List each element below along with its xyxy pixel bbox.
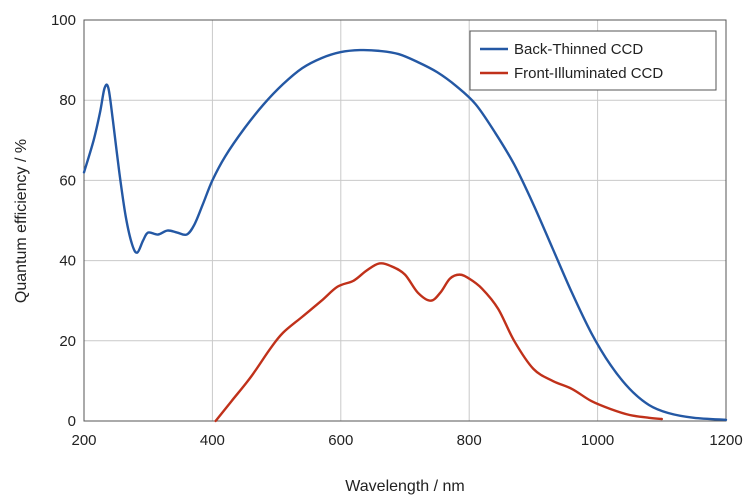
y-axis-label: Quantum efficiency / % xyxy=(13,139,30,303)
legend-box xyxy=(469,30,717,91)
legend: Back-Thinned CCD Front-Illuminated CCD xyxy=(469,30,717,91)
y-tick-label: 80 xyxy=(59,92,76,109)
x-tick-label: 1000 xyxy=(581,432,614,449)
x-tick-label: 600 xyxy=(328,432,353,449)
y-tick-label: 20 xyxy=(59,333,76,350)
legend-label-front-illuminated: Front-Illuminated CCD xyxy=(514,65,663,82)
y-tick-label: 60 xyxy=(59,172,76,189)
y-tick-label: 100 xyxy=(51,12,76,29)
series-line-back-thinned-ccd xyxy=(82,48,728,421)
y-tick-label: 40 xyxy=(59,253,76,270)
tick-labels: 200 400 600 800 1000 1200 0 20 40 60 80 100 xyxy=(51,12,743,449)
x-tick-label: 1200 xyxy=(709,432,742,449)
legend-label-back-thinned: Back-Thinned CCD xyxy=(514,41,643,58)
x-tick-label: 800 xyxy=(457,432,482,449)
y-tick-label: 0 xyxy=(68,413,76,430)
x-tick-label: 400 xyxy=(200,432,225,449)
x-tick-label: 200 xyxy=(71,432,96,449)
series-line-front-illuminated-ccd xyxy=(214,262,663,423)
x-axis-label: Wavelength / nm xyxy=(345,478,464,495)
plot-frame xyxy=(83,19,727,422)
series-layer xyxy=(82,48,728,423)
